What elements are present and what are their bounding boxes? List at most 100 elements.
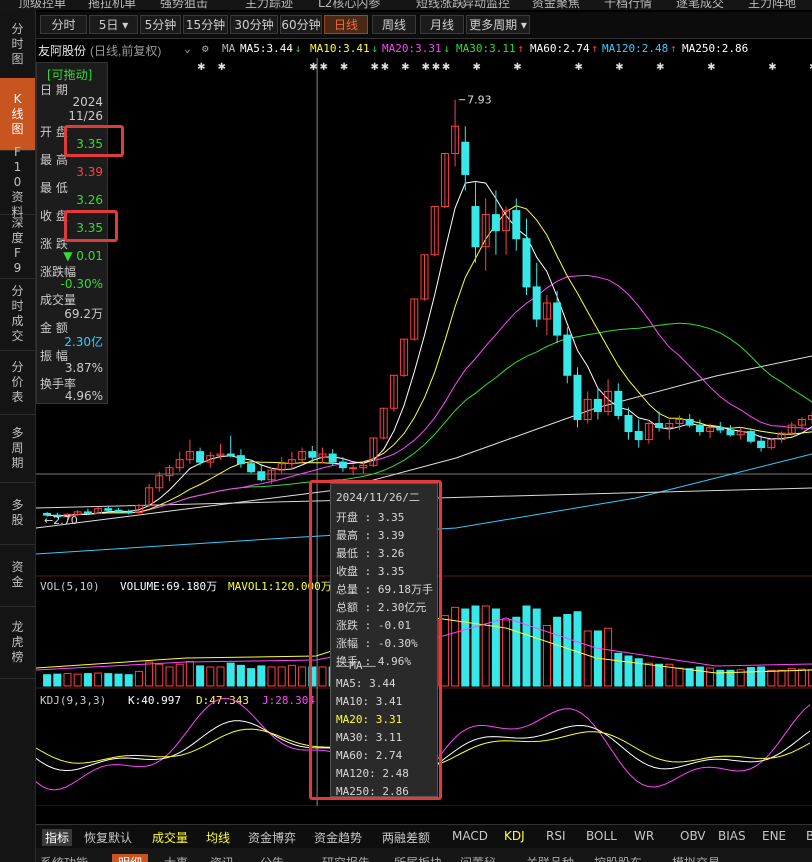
high-label: 最 高 <box>40 153 68 167</box>
indicator-tab[interactable]: MACD <box>452 829 488 843</box>
ma-value: MA20:3.31 <box>382 42 442 55</box>
left-nav-item[interactable]: F10资料 <box>0 145 35 219</box>
volume-bar <box>502 619 511 687</box>
top-menu-item[interactable]: L2核心内参 <box>318 0 381 10</box>
left-nav-item[interactable]: 龙虎榜 <box>0 606 35 679</box>
indicator-tab[interactable]: 成交量 <box>152 831 189 845</box>
period-tab[interactable]: 月线 <box>420 15 464 34</box>
top-menu-item[interactable]: 异动监控 <box>462 0 511 10</box>
candle-body <box>420 254 429 300</box>
indicator-tab[interactable]: 指标 <box>42 829 73 846</box>
period-tab[interactable]: 60分钟 <box>280 15 322 34</box>
candle-body <box>257 471 266 481</box>
open-label: 开 盘 <box>40 125 68 139</box>
tooltip-ma-line: MA120: 2.48 <box>336 767 409 780</box>
event-marker: ✱ <box>442 62 450 73</box>
bottom-tab[interactable]: 大事 <box>164 854 188 862</box>
indicator-tab[interactable]: 两融差额 <box>382 831 431 845</box>
indicator-tab[interactable]: RSI <box>546 829 566 843</box>
top-menu-item[interactable]: 主力踪迹 <box>245 0 294 10</box>
left-nav-label: 深度F9 <box>11 216 24 275</box>
indicator-tab[interactable]: WR <box>634 829 655 843</box>
bottom-tab[interactable]: 所属板块 <box>394 854 442 862</box>
open-highlight-box <box>64 125 124 157</box>
indicator-tab[interactable]: BOLL <box>586 829 617 843</box>
gear-icon[interactable]: ⚙ <box>202 42 209 55</box>
indicator-tab[interactable]: OBV <box>680 829 706 843</box>
volume-bar <box>481 605 490 687</box>
bottom-tab[interactable]: 公告 <box>260 854 284 862</box>
indicator-tab[interactable]: ENE <box>762 829 787 843</box>
left-nav-label: F10资料 <box>11 144 24 219</box>
indicator-tab[interactable]: KDJ <box>504 829 525 843</box>
period-tab[interactable]: 15分钟 <box>183 15 228 34</box>
bottom-tab[interactable]: 问董秘 <box>460 854 496 862</box>
period-tab[interactable]: 日线 <box>324 15 368 34</box>
left-nav-item[interactable]: 资金 <box>0 544 35 607</box>
event-marker: ✱ <box>320 62 328 73</box>
bottom-tab[interactable]: 控股股东 <box>594 854 642 862</box>
volume-bar <box>83 673 92 687</box>
top-menu-item[interactable]: 短线涨跌 <box>416 0 465 10</box>
bottom-tab[interactable]: 明细 <box>112 854 149 862</box>
volume-bar <box>196 665 205 687</box>
indicator-tab[interactable]: 资金趋势 <box>314 831 363 845</box>
left-nav-label: K线图 <box>11 91 24 136</box>
bottom-tab[interactable]: 模拟交易 <box>672 854 720 862</box>
top-menu-item[interactable]: 十档行情 <box>604 0 653 10</box>
candle-body <box>430 206 439 256</box>
top-menu-item[interactable]: 顶级控单 <box>18 0 67 10</box>
bottom-tab[interactable]: 资讯 <box>210 854 234 862</box>
left-nav-item[interactable]: 深度F9 <box>0 214 35 279</box>
bottom-tab[interactable]: 研究报告 <box>322 854 370 862</box>
volume-bar <box>746 667 755 687</box>
tooltip-line: 换手 : 4.96% <box>336 655 411 668</box>
indicator-tab[interactable]: 资金博弈 <box>248 831 297 845</box>
left-nav-item[interactable]: K线图 <box>0 78 35 151</box>
change-label: 涨 跌 <box>40 237 68 251</box>
mavol1-value: MAVOL1:120.000万 <box>228 580 332 593</box>
top-menu-item[interactable]: 强势狙击 <box>160 0 209 10</box>
volume-bar <box>318 666 327 687</box>
indicator-tab-bar: 指标 恢复默认 成交量 均线 资金博弈 资金趋势 两融差额 MACD KDJ RSI BOLL WR O… <box>36 824 812 849</box>
volume-bar <box>644 662 653 687</box>
period-tab[interactable]: 30分钟 <box>230 15 278 34</box>
tooltip-ma-line: MA250: 2.86 <box>336 785 409 798</box>
ma-value: MA60:2.74 <box>530 42 590 55</box>
period-tab[interactable]: 5日 ▾ <box>89 15 138 34</box>
top-menu-item[interactable]: 拖拉机单 <box>88 0 137 10</box>
volume-bar <box>440 615 449 687</box>
top-menu-item[interactable]: 资金聚焦 <box>532 0 581 10</box>
left-nav-item[interactable]: 分时图 <box>0 10 35 79</box>
period-tab[interactable]: 分时 <box>40 15 87 34</box>
draggable-label[interactable]: [可拖动] <box>47 68 93 82</box>
volume-bar <box>634 658 643 687</box>
indicator-tab[interactable]: 均线 <box>206 831 231 845</box>
event-marker: ✱ <box>615 62 623 73</box>
candle-body <box>685 418 694 426</box>
left-nav-item[interactable]: 多周期 <box>0 414 35 483</box>
bottom-tab[interactable]: 关联品种 <box>526 854 574 862</box>
volume-bar <box>573 611 582 687</box>
left-nav-item[interactable]: 分时成交 <box>0 278 35 351</box>
volume-bar <box>512 616 521 687</box>
volume-bar <box>451 606 460 687</box>
left-nav-item[interactable]: 多股 <box>0 482 35 545</box>
indicator-tab[interactable]: BIAS <box>718 829 746 843</box>
period-tab[interactable]: 5分钟 <box>140 15 181 34</box>
left-nav-item[interactable]: 分价表 <box>0 350 35 415</box>
volume-bar <box>716 669 725 687</box>
candle-body <box>624 414 633 433</box>
chevron-down-icon[interactable]: ⌄ <box>184 42 191 55</box>
indicator-tab[interactable]: 恢复默认 <box>84 831 133 845</box>
top-menu-item[interactable]: 主力阵地 <box>748 0 797 10</box>
open-value: 3.35 <box>76 137 103 151</box>
period-tab[interactable]: 更多周期 ▾ <box>466 15 530 34</box>
kline-chart[interactable]: ✱✱✱✱✱✱✱✱✱✱✱✱✱✱✱✱✱✱✱✱✱7.93←2.70VOL(5,10)V… <box>36 58 812 806</box>
top-menu-item[interactable]: 逐笔成交 <box>676 0 725 10</box>
candle-body <box>716 427 725 431</box>
indicator-tab[interactable]: B <box>806 829 812 843</box>
quote-info-panel[interactable]: [可拖动] 日 期 2024 11/26 开 盘 3.35 最 高 3.39 最… <box>36 62 108 404</box>
bottom-tab[interactable]: 系统功能 <box>40 854 88 862</box>
period-tab[interactable]: 周线 <box>372 15 416 34</box>
